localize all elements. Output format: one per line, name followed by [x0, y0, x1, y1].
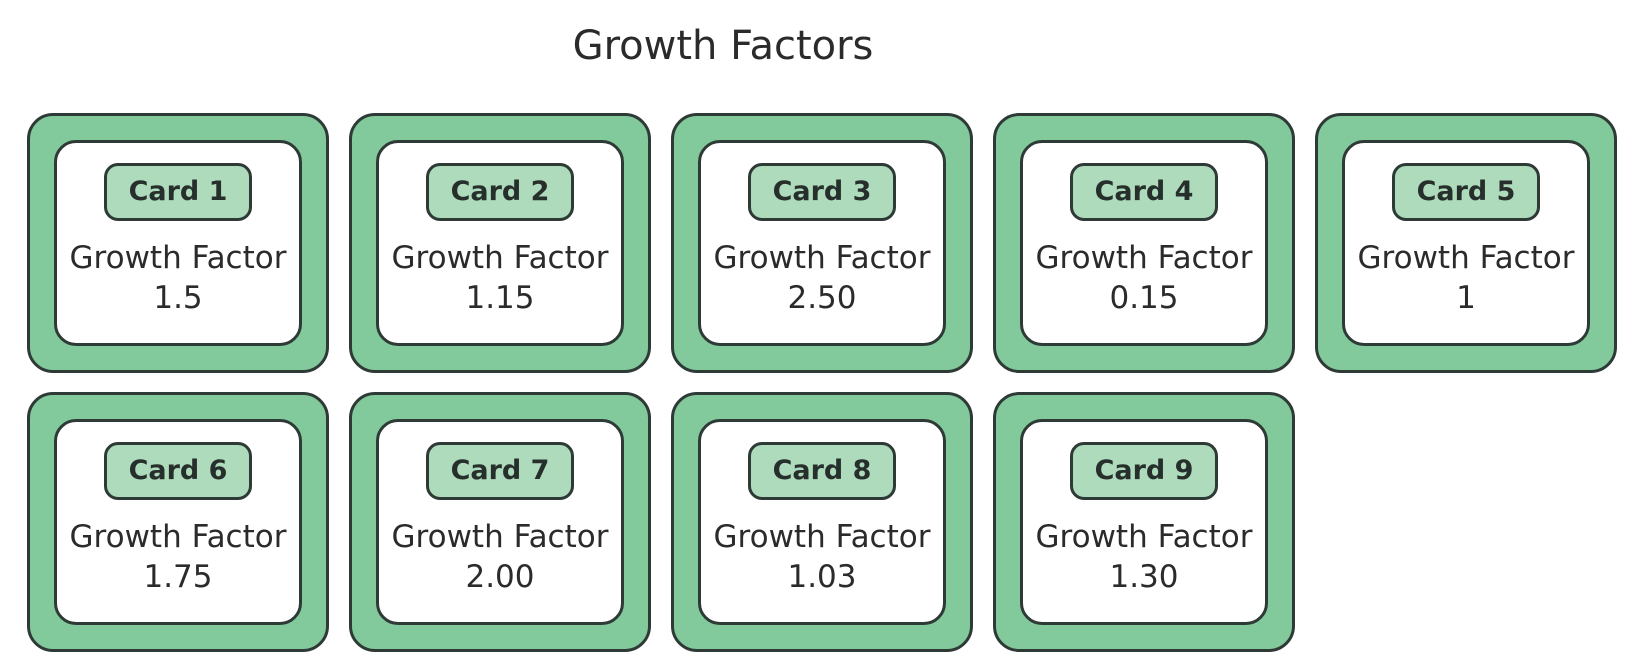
- card-label: Growth Factor: [1357, 240, 1575, 276]
- card-badge: Card 3: [748, 163, 896, 221]
- card-inner: Card 8 Growth Factor 1.03: [698, 419, 946, 625]
- card-value: 1.15: [465, 280, 535, 316]
- card-value: 1: [1456, 280, 1476, 316]
- card-badge: Card 9: [1070, 442, 1218, 500]
- card-badge: Card 5: [1392, 163, 1540, 221]
- card-inner: Card 9 Growth Factor 1.30: [1020, 419, 1268, 625]
- card-value: 2.50: [787, 280, 857, 316]
- card-badge: Card 8: [748, 442, 896, 500]
- card-value: 2.00: [465, 559, 535, 595]
- card-badge: Card 6: [104, 442, 252, 500]
- card-value: 1.03: [787, 559, 857, 595]
- card-label: Growth Factor: [713, 519, 931, 555]
- card-9: Card 9 Growth Factor 1.30: [993, 392, 1295, 652]
- card-label: Growth Factor: [713, 240, 931, 276]
- card-label: Growth Factor: [391, 519, 609, 555]
- card-inner: Card 6 Growth Factor 1.75: [54, 419, 302, 625]
- page-title: Growth Factors: [572, 23, 874, 69]
- card-6: Card 6 Growth Factor 1.75: [27, 392, 329, 652]
- card-inner: Card 7 Growth Factor 2.00: [376, 419, 624, 625]
- card-badge: Card 1: [104, 163, 252, 221]
- card-2: Card 2 Growth Factor 1.15: [349, 113, 651, 373]
- card-value: 1.75: [143, 559, 213, 595]
- card-4: Card 4 Growth Factor 0.15: [993, 113, 1295, 373]
- card-badge: Card 4: [1070, 163, 1218, 221]
- card-3: Card 3 Growth Factor 2.50: [671, 113, 973, 373]
- card-inner: Card 5 Growth Factor 1: [1342, 140, 1590, 346]
- card-7: Card 7 Growth Factor 2.00: [349, 392, 651, 652]
- card-inner: Card 1 Growth Factor 1.5: [54, 140, 302, 346]
- card-inner: Card 4 Growth Factor 0.15: [1020, 140, 1268, 346]
- card-8: Card 8 Growth Factor 1.03: [671, 392, 973, 652]
- card-label: Growth Factor: [391, 240, 609, 276]
- card-badge: Card 2: [426, 163, 574, 221]
- card-value: 1.5: [153, 280, 203, 316]
- card-label: Growth Factor: [1035, 240, 1253, 276]
- card-label: Growth Factor: [1035, 519, 1253, 555]
- card-5: Card 5 Growth Factor 1: [1315, 113, 1617, 373]
- card-inner: Card 3 Growth Factor 2.50: [698, 140, 946, 346]
- card-label: Growth Factor: [69, 519, 287, 555]
- card-1: Card 1 Growth Factor 1.5: [27, 113, 329, 373]
- card-badge: Card 7: [426, 442, 574, 500]
- card-value: 1.30: [1109, 559, 1179, 595]
- card-label: Growth Factor: [69, 240, 287, 276]
- card-value: 0.15: [1109, 280, 1179, 316]
- card-inner: Card 2 Growth Factor 1.15: [376, 140, 624, 346]
